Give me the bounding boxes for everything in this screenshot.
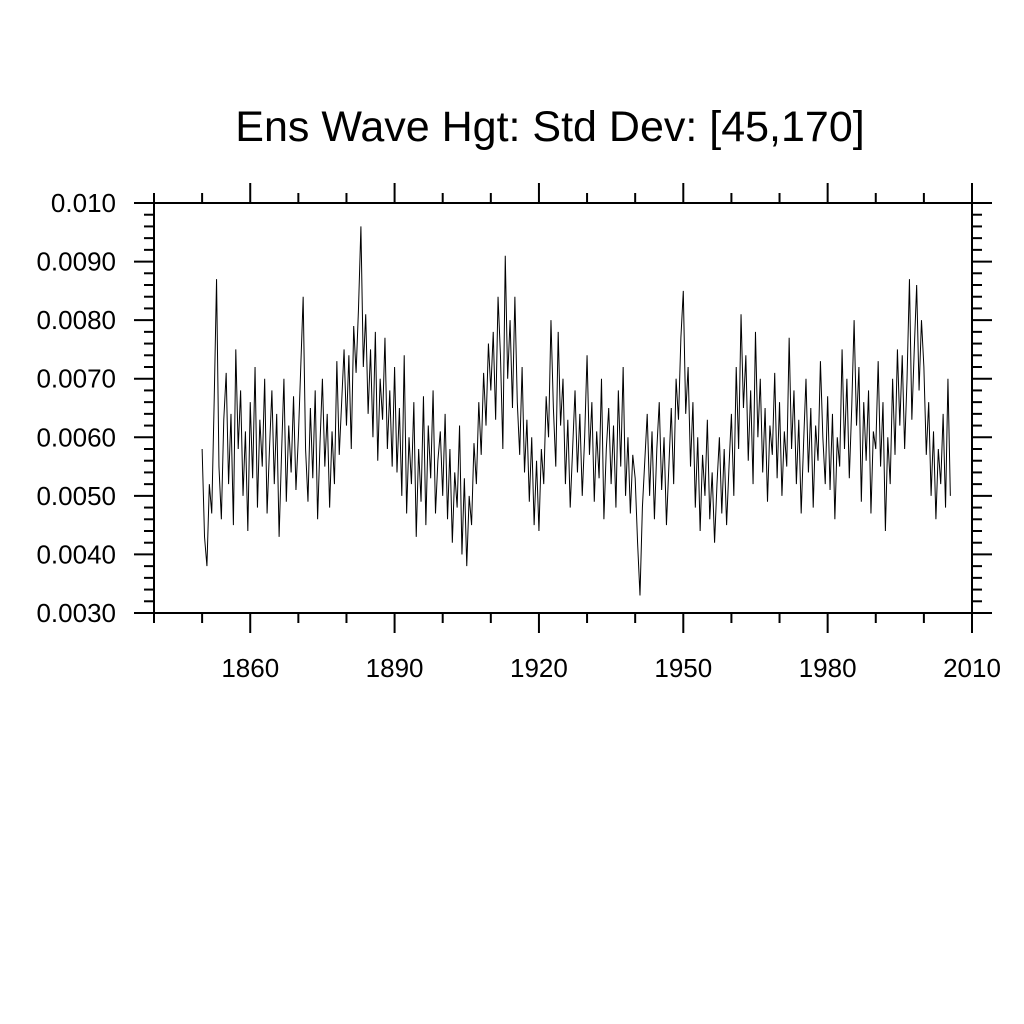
y-tick-label: 0.0090 — [36, 247, 116, 277]
y-tick-label: 0.0060 — [36, 422, 116, 452]
y-tick-label: 0.0070 — [36, 364, 116, 394]
y-tick-label: 0.0040 — [36, 539, 116, 569]
y-tick-label: 0.0080 — [36, 305, 116, 335]
x-tick-label: 1890 — [366, 653, 424, 683]
x-tick-label: 1980 — [799, 653, 857, 683]
y-tick-label: 0.010 — [51, 188, 116, 218]
chart-title: Ens Wave Hgt: Std Dev: [45,170] — [235, 103, 865, 151]
x-tick-label: 1860 — [221, 653, 279, 683]
axis-border — [153, 202, 973, 614]
x-tick-label: 1950 — [654, 653, 712, 683]
y-tick-label: 0.0050 — [36, 481, 116, 511]
x-tick-label: 2010 — [943, 653, 1001, 683]
data-series-line — [201, 226, 951, 596]
x-tick-label: 1920 — [510, 653, 568, 683]
y-tick-label: 0.0030 — [36, 598, 116, 628]
